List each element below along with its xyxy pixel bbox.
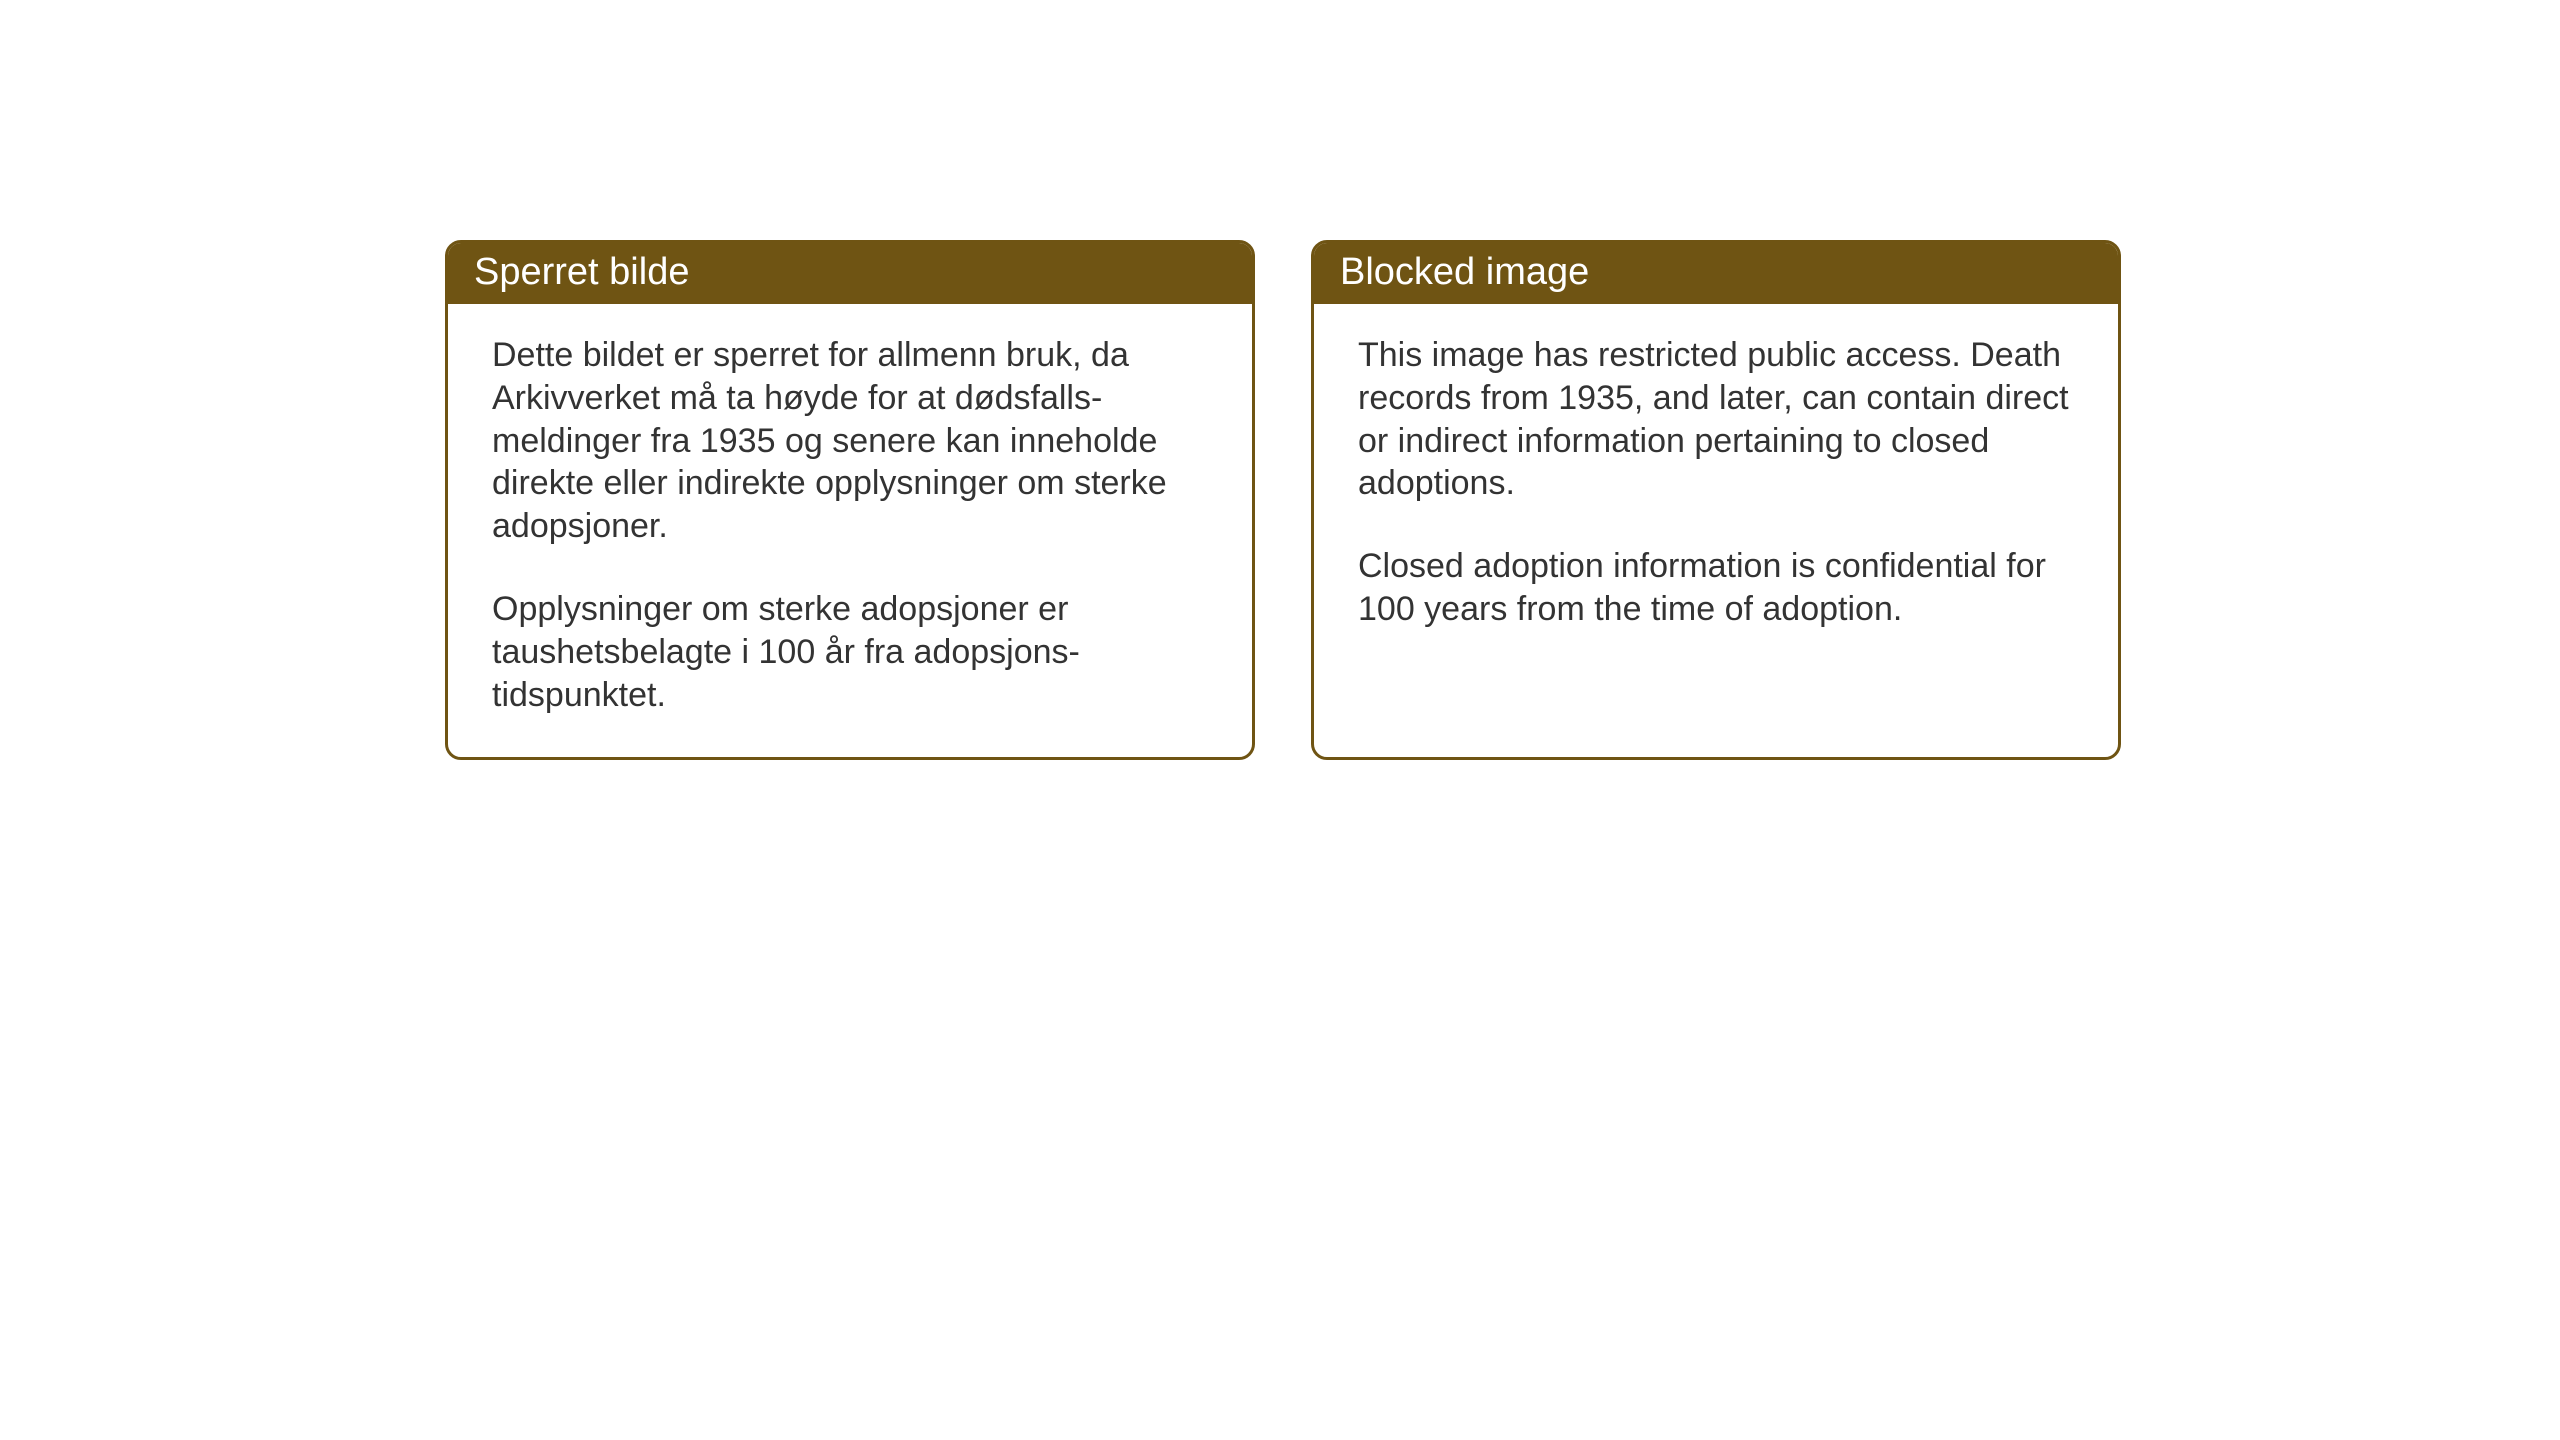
- notice-container: Sperret bilde Dette bildet er sperret fo…: [445, 240, 2121, 760]
- norwegian-notice-box: Sperret bilde Dette bildet er sperret fo…: [445, 240, 1255, 760]
- norwegian-notice-body: Dette bildet er sperret for allmenn bruk…: [448, 304, 1252, 757]
- english-notice-header: Blocked image: [1314, 243, 2118, 304]
- norwegian-paragraph-2: Opplysninger om sterke adopsjoner er tau…: [492, 588, 1208, 716]
- english-notice-box: Blocked image This image has restricted …: [1311, 240, 2121, 760]
- norwegian-notice-header: Sperret bilde: [448, 243, 1252, 304]
- norwegian-paragraph-1: Dette bildet er sperret for allmenn bruk…: [492, 334, 1208, 548]
- english-paragraph-1: This image has restricted public access.…: [1358, 334, 2074, 505]
- english-paragraph-2: Closed adoption information is confident…: [1358, 545, 2074, 631]
- english-notice-body: This image has restricted public access.…: [1314, 304, 2118, 713]
